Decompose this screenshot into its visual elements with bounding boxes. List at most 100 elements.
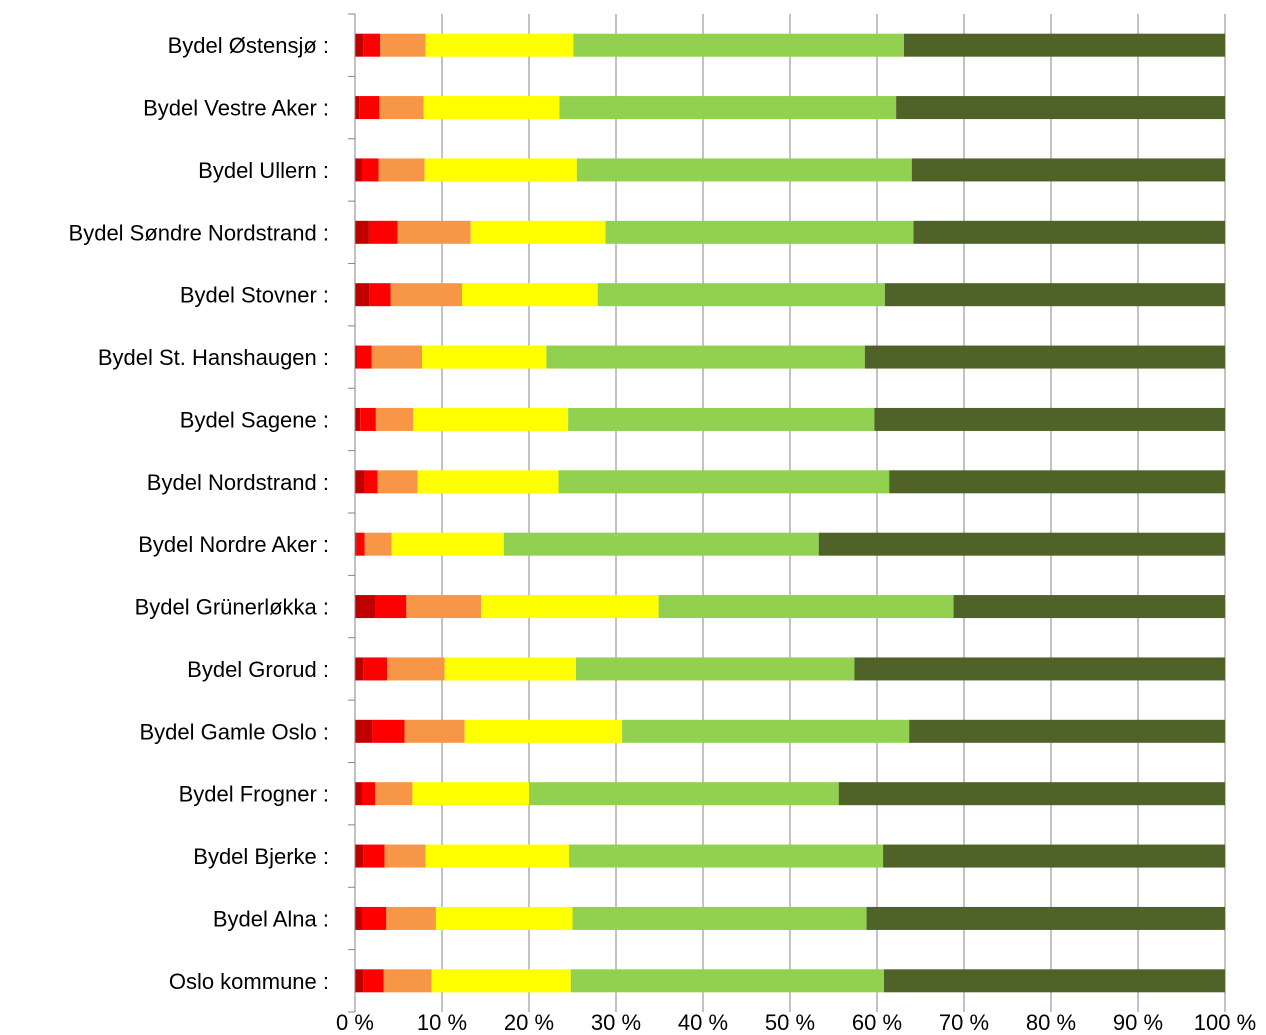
x-tick-label: 20 % <box>504 1010 554 1035</box>
bar-segment-1 <box>355 158 362 182</box>
bar-segment-5 <box>558 470 890 494</box>
bar-segment-1 <box>355 220 369 244</box>
bar-segment-3 <box>406 595 482 619</box>
x-tick-label: 40 % <box>678 1010 728 1035</box>
bar-segment-4 <box>464 719 623 743</box>
bar-segment-3 <box>397 220 471 244</box>
bar-segment-4 <box>470 220 606 244</box>
category-label: Bydel Gamle Oslo : <box>139 719 329 744</box>
bar-segment-6 <box>866 906 1225 930</box>
bar-segment-2 <box>368 220 398 244</box>
bar-segment-3 <box>384 844 426 868</box>
bar-segment-4 <box>413 407 569 431</box>
category-axis <box>348 13 356 1013</box>
bar-segment-4 <box>431 969 571 993</box>
bar-segment-5 <box>597 283 885 307</box>
bar-segment-5 <box>575 657 855 681</box>
category-label: Bydel Alna : <box>213 906 329 931</box>
category-label: Bydel Nordstrand : <box>147 470 329 495</box>
bar-segment-5 <box>568 407 875 431</box>
bar-segment-1 <box>355 969 364 993</box>
bar-segment-5 <box>503 532 819 556</box>
category-label: Bydel Østensjø : <box>168 33 329 58</box>
bar-segment-1 <box>355 407 361 431</box>
bar-segment-5 <box>572 906 867 930</box>
bar-segment-1 <box>355 470 365 494</box>
bar-segment-4 <box>421 345 547 369</box>
bar-segment-6 <box>909 719 1225 743</box>
bar-segment-4 <box>423 96 560 120</box>
bar-segment-6 <box>818 532 1225 556</box>
bar-segment-4 <box>425 844 570 868</box>
bar-segment-4 <box>425 33 574 57</box>
bar-segment-6 <box>884 283 1225 307</box>
x-tick-label: 100 % <box>1194 1010 1256 1035</box>
bar-segment-2 <box>363 969 384 993</box>
bar-segment-5 <box>576 158 912 182</box>
bar-segment-3 <box>390 283 463 307</box>
bar-segment-1 <box>355 33 364 57</box>
bar-segment-6 <box>838 782 1225 806</box>
bar-segment-1 <box>355 345 358 369</box>
bar-segment-5 <box>570 969 884 993</box>
bar-segment-6 <box>854 657 1225 681</box>
bar-segment-3 <box>371 345 422 369</box>
bar-segment-6 <box>864 345 1225 369</box>
bar-segment-2 <box>361 782 376 806</box>
x-tick-label: 10 % <box>417 1010 467 1035</box>
bar-segment-5 <box>573 33 904 57</box>
bar-segment-4 <box>435 906 573 930</box>
category-label: Bydel Stovner : <box>180 283 329 308</box>
category-label: Bydel Sagene : <box>180 407 329 432</box>
bar-segment-1 <box>355 657 364 681</box>
category-label: Bydel Grorud : <box>187 657 329 682</box>
category-label: Bydel Ullern : <box>198 158 329 183</box>
bar-segment-3 <box>364 532 392 556</box>
x-tick-label: 90 % <box>1113 1010 1163 1035</box>
bar-segment-5 <box>569 844 884 868</box>
x-tick-label: 30 % <box>591 1010 641 1035</box>
x-tick-labels: 0 % 10 % 20 % 30 % 40 % 50 % 60 % 70 % 80 % 90 % 1… <box>336 1010 1256 1035</box>
category-label: Bydel St. Hanshaugen : <box>98 345 329 370</box>
category-label: Bydel Grünerløkka : <box>135 595 329 620</box>
bar-segment-6 <box>896 96 1225 120</box>
bar-segment-2 <box>361 158 379 182</box>
bar-segment-1 <box>355 844 364 868</box>
x-tick-label: 50 % <box>765 1010 815 1035</box>
bar-segment-4 <box>417 470 559 494</box>
category-label: Bydel Bjerke : <box>193 844 329 869</box>
bar-segment-6 <box>953 595 1225 619</box>
bar-segment-2 <box>363 844 385 868</box>
bar-segment-3 <box>377 470 418 494</box>
bar-segment-3 <box>375 407 414 431</box>
bar-segment-6 <box>883 844 1225 868</box>
bar-segment-2 <box>361 906 387 930</box>
bar-segment-4 <box>481 595 659 619</box>
category-label: Bydel Nordre Aker : <box>138 532 329 557</box>
bar-segment-2 <box>369 283 391 307</box>
bar-segment-2 <box>364 470 378 494</box>
bar-segment-3 <box>383 969 432 993</box>
category-label: Bydel Frogner : <box>179 782 329 807</box>
bar-segment-4 <box>412 782 529 806</box>
bar-segment-5 <box>559 96 897 120</box>
bar-segment-4 <box>424 158 577 182</box>
bar-segment-5 <box>622 719 910 743</box>
bar-segment-5 <box>658 595 954 619</box>
bar-segment-4 <box>391 532 504 556</box>
bar-segment-6 <box>903 33 1225 57</box>
bar-segment-5 <box>546 345 865 369</box>
bar-segment-3 <box>375 782 413 806</box>
x-tick-label: 80 % <box>1026 1010 1076 1035</box>
bar-segment-2 <box>375 595 407 619</box>
bar-segment-3 <box>387 657 445 681</box>
bar-segment-6 <box>911 158 1225 182</box>
bar-segment-2 <box>360 407 376 431</box>
bar-segment-3 <box>378 158 425 182</box>
category-label: Bydel Vestre Aker : <box>143 96 329 121</box>
bar-segment-6 <box>913 220 1225 244</box>
bar-segment-4 <box>444 657 576 681</box>
bar-segment-3 <box>404 719 465 743</box>
bar-segment-2 <box>363 33 381 57</box>
